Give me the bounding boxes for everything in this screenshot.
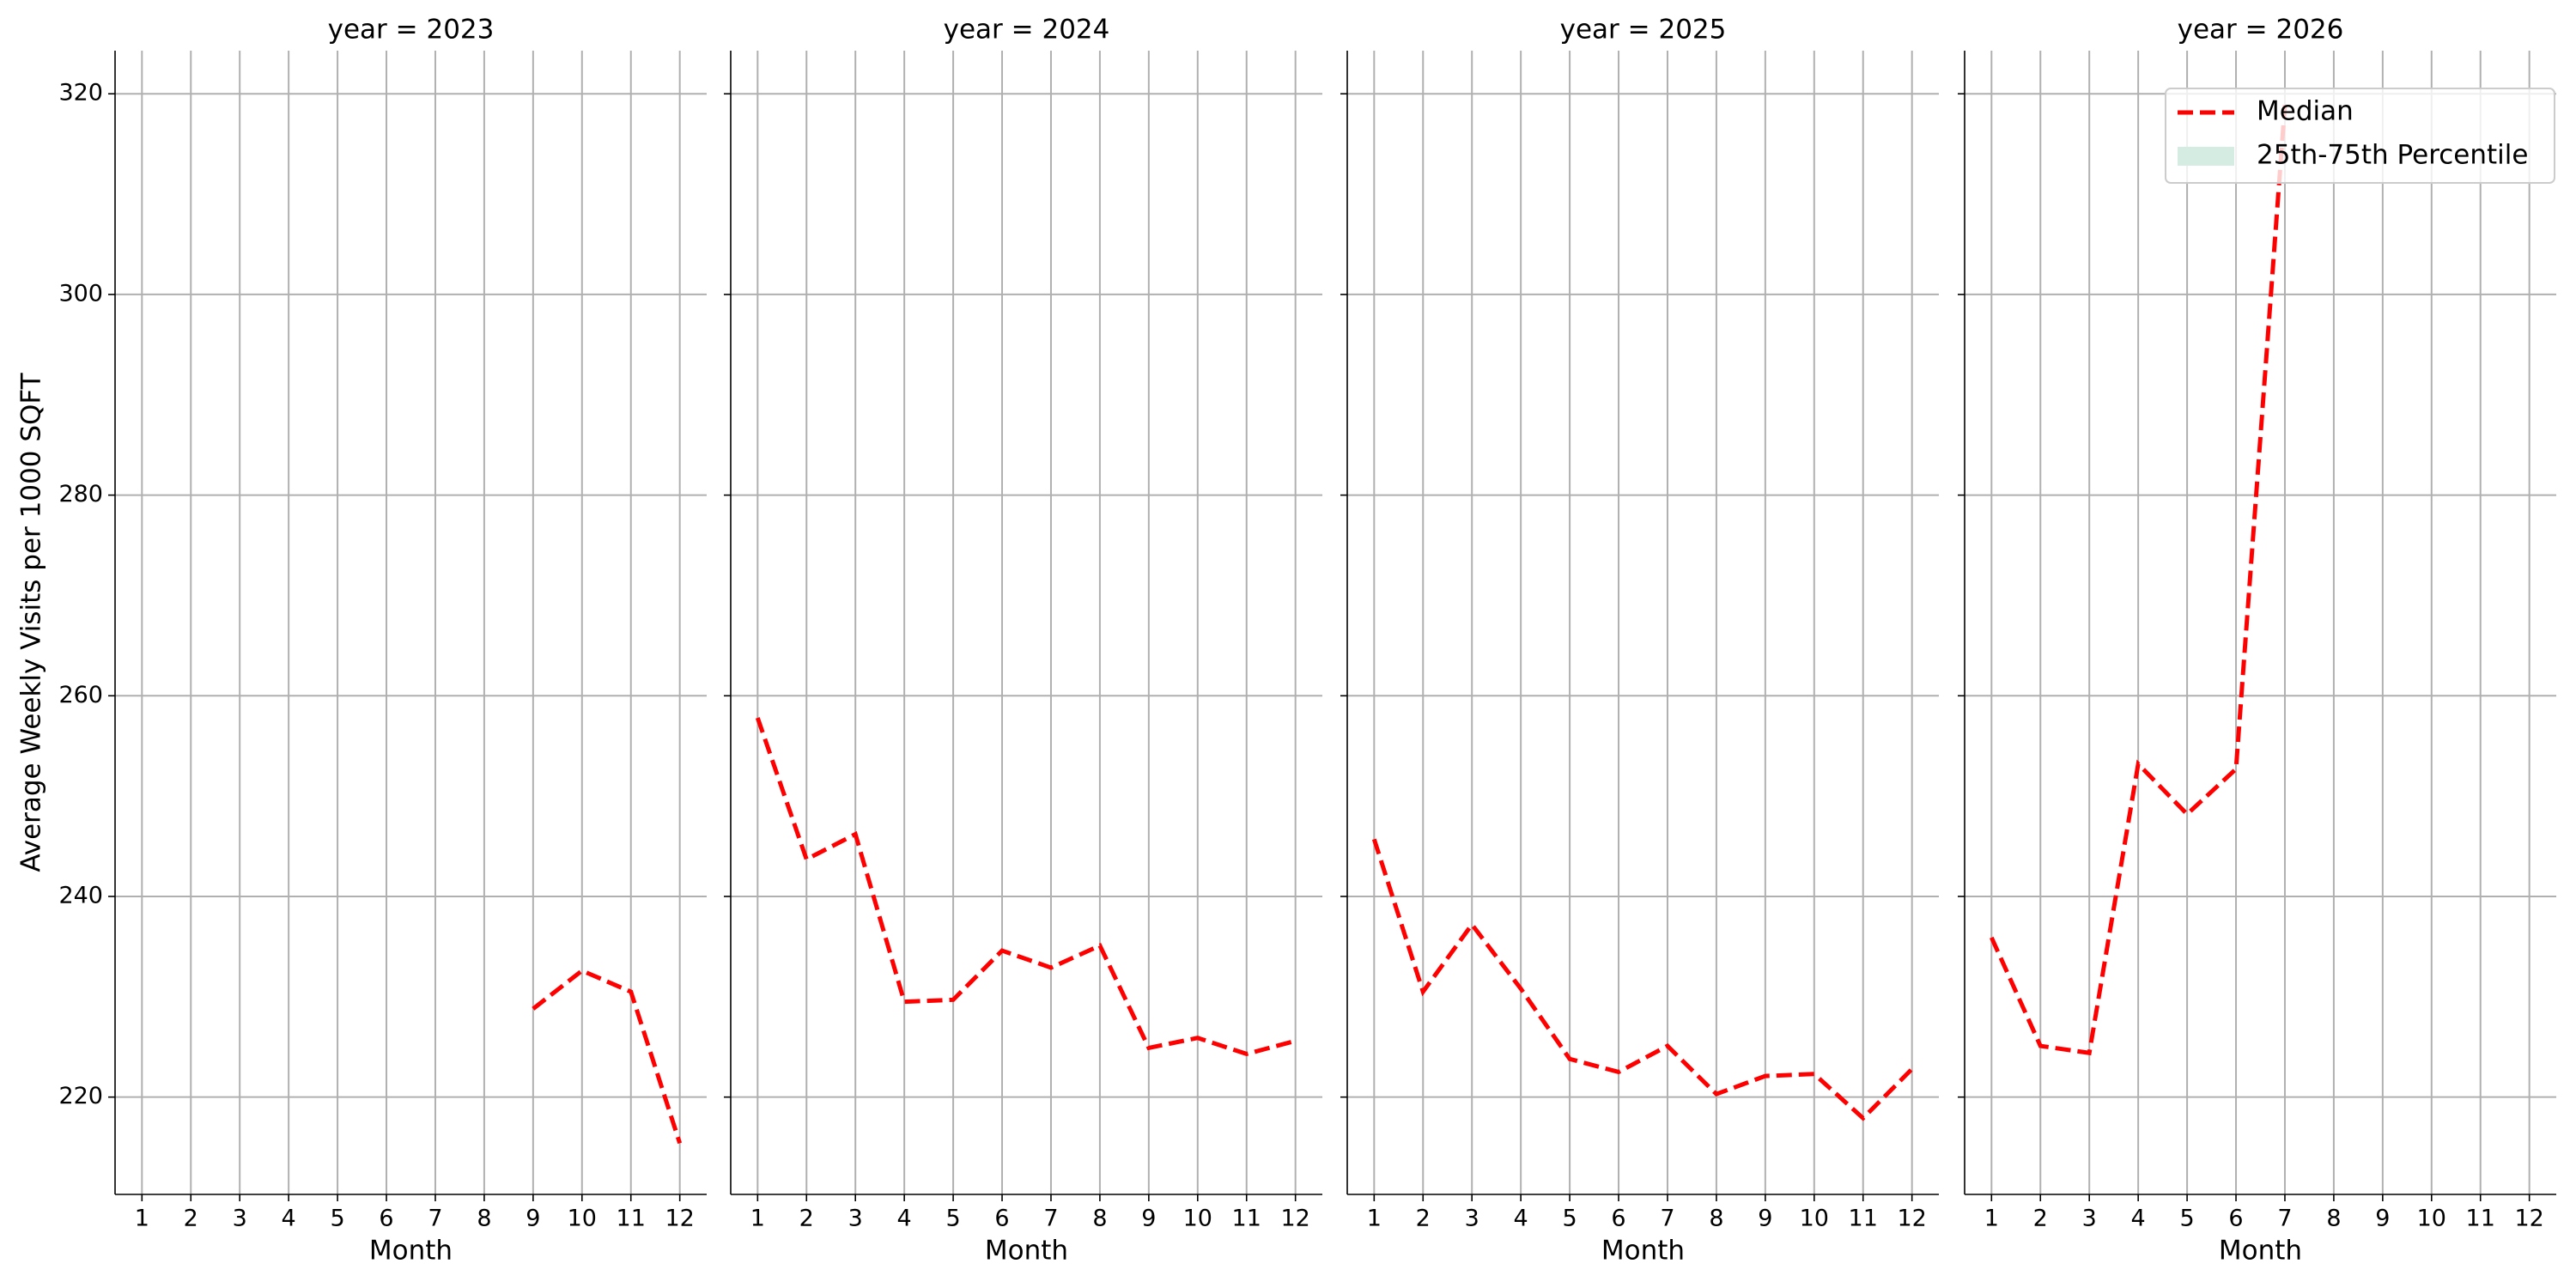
x-tick-label: 10 xyxy=(568,1206,597,1232)
x-tick-label: 3 xyxy=(848,1206,863,1232)
x-tick-label: 11 xyxy=(1232,1206,1261,1232)
x-tick-label: 1 xyxy=(1984,1206,1999,1232)
x-tick-label: 1 xyxy=(750,1206,765,1232)
x-tick-label: 9 xyxy=(2375,1206,2390,1232)
panel-title: year = 2023 xyxy=(328,15,495,46)
panel-title: year = 2026 xyxy=(2178,15,2344,46)
x-tick-label: 6 xyxy=(2228,1206,2243,1232)
x-tick-label: 4 xyxy=(282,1206,296,1232)
x-axis-label: Month xyxy=(1601,1236,1685,1267)
x-tick-label: 6 xyxy=(379,1206,393,1232)
x-tick-label: 8 xyxy=(1092,1206,1107,1232)
median-line xyxy=(532,968,683,1145)
x-tick-label: 1 xyxy=(135,1206,149,1232)
x-tick-label: 3 xyxy=(2082,1206,2097,1232)
y-tick-label: 320 xyxy=(58,80,103,106)
x-tick-label: 9 xyxy=(526,1206,540,1232)
x-tick-label: 5 xyxy=(2179,1206,2194,1232)
x-tick-label: 5 xyxy=(1562,1206,1577,1232)
x-tick-label: 10 xyxy=(2417,1206,2446,1232)
legend-swatch xyxy=(2178,147,2234,166)
x-axis-label: Month xyxy=(369,1236,453,1267)
x-tick-label: 9 xyxy=(1141,1206,1156,1232)
x-tick-label: 4 xyxy=(897,1206,912,1232)
x-tick-label: 6 xyxy=(1611,1206,1625,1232)
x-tick-label: 11 xyxy=(617,1206,646,1232)
x-axis-label: Month xyxy=(2219,1236,2302,1267)
y-tick-label: 240 xyxy=(58,882,103,908)
x-tick-label: 3 xyxy=(233,1206,247,1232)
x-tick-label: 4 xyxy=(1514,1206,1528,1232)
median-line xyxy=(755,717,1297,1057)
x-tick-label: 2 xyxy=(184,1206,198,1232)
y-tick-label: 280 xyxy=(58,481,103,507)
x-tick-label: 10 xyxy=(1183,1206,1212,1232)
median-line xyxy=(1371,838,1914,1121)
legend-label: 25th-75th Percentile xyxy=(2257,140,2528,171)
x-tick-label: 7 xyxy=(1043,1206,1058,1232)
x-tick-label: 12 xyxy=(1281,1206,1310,1232)
x-tick-label: 8 xyxy=(2326,1206,2341,1232)
x-tick-label: 4 xyxy=(2131,1206,2146,1232)
x-tick-label: 2 xyxy=(799,1206,814,1232)
x-tick-label: 12 xyxy=(665,1206,695,1232)
panel-title: year = 2024 xyxy=(944,15,1110,46)
x-tick-label: 7 xyxy=(2277,1206,2292,1232)
x-tick-label: 10 xyxy=(1800,1206,1829,1232)
x-tick-label: 9 xyxy=(1758,1206,1772,1232)
legend-label: Median xyxy=(2257,96,2354,127)
x-tick-label: 6 xyxy=(994,1206,1009,1232)
x-tick-label: 8 xyxy=(1709,1206,1723,1232)
x-tick-label: 5 xyxy=(945,1206,960,1232)
x-axis-label: Month xyxy=(985,1236,1068,1267)
x-tick-label: 8 xyxy=(477,1206,491,1232)
x-tick-label: 7 xyxy=(428,1206,442,1232)
x-tick-label: 12 xyxy=(2515,1206,2544,1232)
x-tick-label: 12 xyxy=(1898,1206,1927,1232)
x-tick-label: 3 xyxy=(1465,1206,1479,1232)
y-axis-label: Average Weekly Visits per 1000 SQFT xyxy=(16,372,47,872)
x-tick-label: 11 xyxy=(1849,1206,1878,1232)
x-tick-label: 11 xyxy=(2466,1206,2495,1232)
y-tick-label: 300 xyxy=(58,280,103,307)
x-tick-label: 1 xyxy=(1367,1206,1382,1232)
x-tick-label: 2 xyxy=(2033,1206,2048,1232)
y-tick-label: 220 xyxy=(58,1083,103,1109)
panel-title: year = 2025 xyxy=(1560,15,1727,46)
x-tick-label: 2 xyxy=(1416,1206,1431,1232)
legend-box xyxy=(2165,88,2555,184)
x-tick-label: 5 xyxy=(330,1206,344,1232)
y-tick-label: 260 xyxy=(58,682,103,708)
x-tick-label: 7 xyxy=(1660,1206,1674,1232)
median-line xyxy=(1990,104,2287,1056)
